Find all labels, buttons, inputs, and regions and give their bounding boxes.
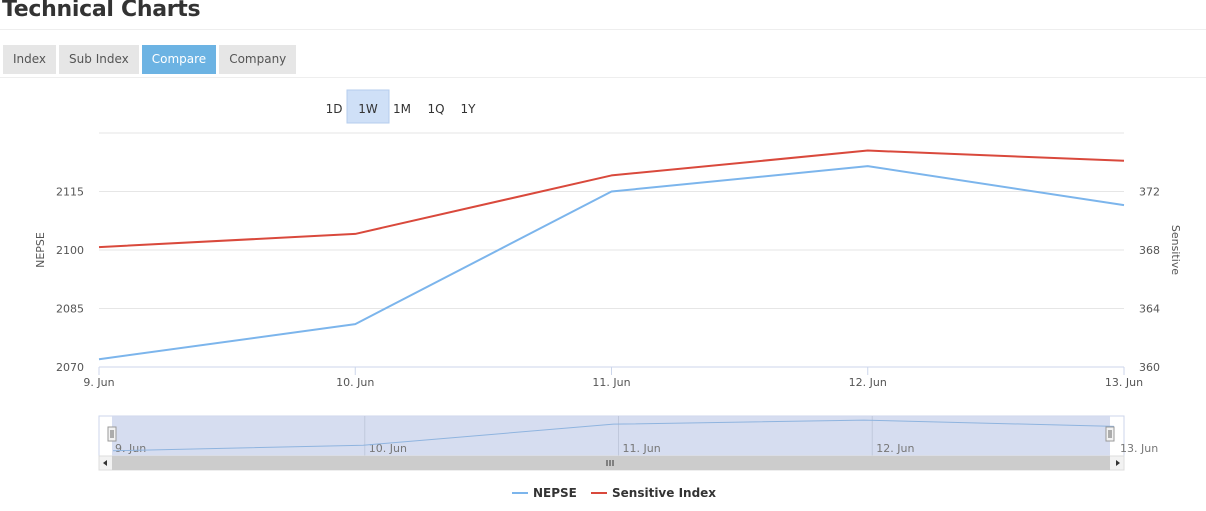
- x-axis: 9. Jun 10. Jun 11. Jun 12. Jun 13. Jun: [83, 367, 1143, 389]
- range-button-1y[interactable]: 1Y: [461, 102, 477, 116]
- navigator-scrollbar[interactable]: [98, 455, 1125, 471]
- y-left-tick-label: 2100: [56, 244, 84, 257]
- page-title: Technical Charts: [2, 0, 201, 22]
- y-left-axis-title: NEPSE: [34, 232, 47, 268]
- tab-sub-index[interactable]: Sub Index: [59, 45, 139, 74]
- navigator-tick-label: 9. Jun: [115, 442, 146, 455]
- y-axis-left: 2070 2085 2100 2115 NEPSE: [34, 186, 84, 375]
- navigator-selected-range[interactable]: [112, 416, 1110, 456]
- range-button-label: 1M: [393, 102, 411, 116]
- range-button-1w[interactable]: 1W: [346, 89, 390, 124]
- series-line-nepse: [98, 165, 1125, 361]
- y-right-tick-label: 368: [1139, 244, 1160, 257]
- scroll-right-arrow-icon[interactable]: [1116, 460, 1120, 466]
- x-tick-label: 11. Jun: [592, 376, 630, 389]
- legend-label: NEPSE: [533, 486, 577, 500]
- y-right-tick-label: 372: [1139, 186, 1160, 199]
- range-button-1m[interactable]: 1M: [393, 102, 411, 116]
- y-right-tick-label: 360: [1139, 361, 1160, 374]
- range-button-label: 1D: [326, 102, 343, 116]
- range-button-label: 1W: [358, 102, 378, 116]
- legend: NEPSE Sensitive Index: [512, 486, 716, 500]
- legend-item-nepse[interactable]: NEPSE: [512, 486, 577, 500]
- series-group: [98, 149, 1125, 361]
- x-tick-label: 9. Jun: [83, 376, 114, 389]
- tabs-divider: [0, 77, 1206, 78]
- tab-company[interactable]: Company: [219, 45, 297, 74]
- range-button-highlight: [346, 89, 390, 124]
- y-left-tick-label: 2085: [56, 303, 84, 316]
- x-tick-label: 13. Jun: [1105, 376, 1143, 389]
- navigator-tick-label: 11. Jun: [623, 442, 661, 455]
- handle-box: [1105, 426, 1115, 442]
- handle-box: [107, 426, 117, 442]
- scroll-left-arrow-icon[interactable]: [103, 460, 107, 466]
- legend-label: Sensitive Index: [612, 486, 716, 500]
- y-left-tick-label: 2115: [56, 186, 84, 199]
- range-button-label: 1Q: [427, 102, 444, 116]
- navigator-series-line: [112, 419, 1115, 452]
- y-axis-right: 360 364 368 372 Sensitive: [1139, 186, 1182, 375]
- y-right-tick-label: 364: [1139, 303, 1160, 316]
- scrollbar-thumb[interactable]: [112, 456, 1110, 470]
- navigator-right-handle[interactable]: [1105, 426, 1115, 442]
- navigator-tick-label: 12. Jun: [876, 442, 914, 455]
- series-line-sensitive-index: [98, 149, 1125, 249]
- tab-compare[interactable]: Compare: [141, 45, 217, 74]
- y-left-tick-label: 2070: [56, 361, 84, 374]
- navigator-tick-label: 13. Jun: [1120, 442, 1158, 455]
- y-right-axis-title: Sensitive: [1169, 225, 1182, 275]
- title-divider: [0, 29, 1206, 30]
- range-button-label: 1Y: [461, 102, 477, 116]
- x-tick-label: 12. Jun: [849, 376, 887, 389]
- navigator-left-handle[interactable]: [107, 426, 117, 442]
- tab-index[interactable]: Index: [3, 45, 57, 74]
- range-selector: 1D 1W 1M 1Q 1Y: [326, 89, 477, 124]
- x-tick-label: 10. Jun: [336, 376, 374, 389]
- grid-lines: [99, 132, 1124, 368]
- navigator: 9. Jun 10. Jun 11. Jun 12. Jun 13. Jun: [98, 415, 1158, 457]
- navigator-tick-label: 10. Jun: [369, 442, 407, 455]
- legend-item-sensitive-index[interactable]: Sensitive Index: [591, 486, 716, 500]
- range-button-1q[interactable]: 1Q: [427, 102, 444, 116]
- chart-tabs: Index Sub Index Compare Company: [3, 45, 297, 74]
- compare-chart: 1D 1W 1M 1Q 1Y 2070 2085 2100 2115 NEPSE 360 364 368…: [34, 89, 1182, 500]
- range-button-1d[interactable]: 1D: [326, 102, 343, 116]
